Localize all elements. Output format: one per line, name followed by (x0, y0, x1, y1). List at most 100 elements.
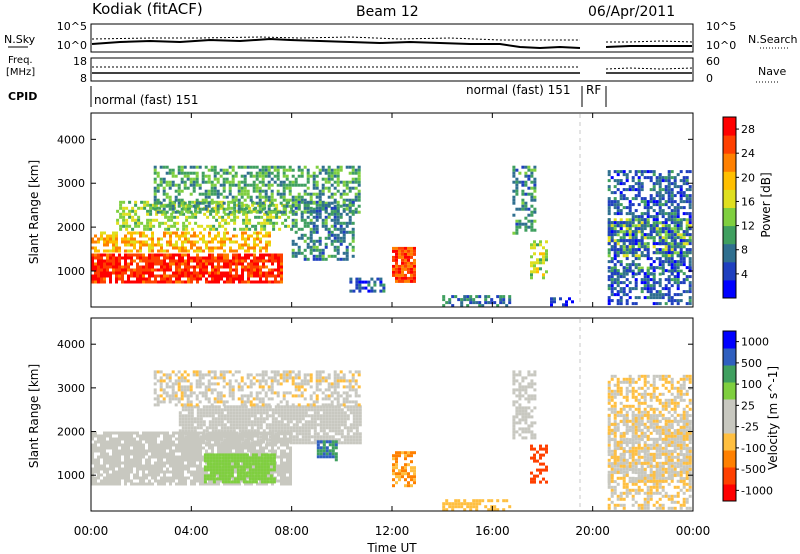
heatmap-cell (148, 280, 151, 284)
heatmap-cell (685, 176, 689, 180)
heatmap-cell (321, 218, 325, 222)
heatmap-cell (682, 239, 686, 243)
heatmap-cell (183, 165, 187, 169)
heatmap-cell (169, 440, 172, 444)
heatmap-cell (139, 240, 142, 244)
heatmap-cell (607, 230, 611, 234)
heatmap-cell (226, 259, 229, 263)
heatmap-cell (91, 274, 94, 278)
heatmap-cell (339, 221, 343, 225)
heatmap-cell (294, 254, 298, 258)
heatmap-cell (643, 242, 647, 246)
heatmap-cell (199, 446, 202, 450)
heatmap-cell (159, 165, 163, 169)
heatmap-cell (195, 171, 199, 175)
heatmap-cell (211, 432, 215, 436)
heatmap-cell (223, 423, 227, 427)
heatmap-cell (661, 263, 665, 267)
heatmap-cell (160, 249, 163, 253)
heatmap-cell (327, 171, 331, 175)
heatmap-cell (300, 212, 304, 216)
heatmap-cell (640, 200, 644, 204)
heatmap-cell (169, 237, 172, 241)
heatmap-cell (256, 274, 259, 278)
heatmap-cell (166, 479, 169, 483)
heatmap-cell (106, 452, 109, 456)
heatmap-cell (310, 423, 314, 427)
heatmap-cell (124, 476, 127, 480)
heatmap-cell (404, 249, 407, 253)
heatmap-cell (306, 257, 310, 261)
heatmap-cell (154, 464, 157, 468)
heatmap-cell (348, 218, 352, 222)
heatmap-cell (193, 265, 196, 269)
heatmap-cell (527, 168, 531, 172)
heatmap-cell (211, 414, 215, 418)
heatmap-cell (246, 165, 250, 169)
heatmap-cell (202, 479, 205, 483)
heatmap-cell (106, 431, 109, 435)
heatmap-cell (524, 192, 528, 196)
heatmap-cell (292, 408, 296, 412)
heatmap-cell (187, 423, 191, 427)
heatmap-cell (238, 243, 241, 247)
heatmap-cell (279, 180, 283, 184)
heatmap-cell (130, 464, 133, 468)
heatmap-cell (294, 242, 298, 246)
heatmap-cell (310, 441, 314, 445)
heatmap-cell (289, 420, 293, 424)
heatmap-cell (688, 281, 692, 285)
heatmap-cell (267, 186, 271, 190)
heatmap-cell (236, 209, 240, 213)
heatmap-cell (118, 246, 121, 250)
heatmap-cell (145, 476, 148, 480)
heatmap-cell (202, 256, 205, 260)
heatmap-cell (127, 452, 130, 456)
heatmap-cell (121, 256, 124, 260)
heatmap-cell (254, 215, 258, 219)
heatmap-cell (202, 237, 205, 241)
heatmap-cell (652, 302, 656, 306)
heatmap-cell (229, 440, 232, 444)
colorbar-tick-label: 12 (741, 220, 755, 233)
heatmap-cell (100, 446, 103, 450)
colorbar-swatch (723, 171, 736, 190)
heatmap-cell (166, 446, 169, 450)
heatmap-cell (515, 231, 519, 235)
heatmap-cell (235, 420, 239, 424)
heatmap-cell (244, 426, 248, 430)
heatmap-cell (276, 168, 280, 172)
heatmap-cell (652, 245, 656, 249)
heatmap-cell (193, 435, 197, 439)
heatmap-cell (658, 179, 662, 183)
heatmap-cell (190, 265, 193, 269)
heatmap-cell (289, 482, 292, 486)
heatmap-cell (637, 179, 641, 183)
heatmap-cell (625, 197, 629, 201)
heatmap-cell (139, 437, 142, 441)
heatmap-cell (235, 259, 238, 263)
heatmap-cell (370, 289, 374, 293)
heatmap-cell (145, 473, 148, 477)
heatmap-cell (133, 458, 136, 462)
heatmap-cell (91, 256, 94, 260)
heatmap-cell (355, 420, 359, 424)
heatmap-cell (196, 435, 200, 439)
heatmap-cell (241, 417, 245, 421)
heatmap-cell (181, 408, 185, 412)
heatmap-cell (530, 264, 533, 268)
heatmap-cell (195, 165, 199, 169)
heatmap-cell (131, 218, 135, 222)
heatmap-cell (679, 197, 683, 201)
heatmap-cell (685, 230, 689, 234)
heatmap-cell (235, 405, 239, 409)
heatmap-cell (628, 188, 632, 192)
heatmap-cell (306, 210, 310, 214)
heatmap-cell (312, 254, 316, 258)
heatmap-cell (292, 429, 296, 433)
heatmap-cell (243, 165, 247, 169)
heatmap-cell (161, 221, 165, 225)
heatmap-cell (220, 423, 224, 427)
heatmap-cell (214, 246, 217, 250)
heatmap-cell (142, 259, 145, 263)
